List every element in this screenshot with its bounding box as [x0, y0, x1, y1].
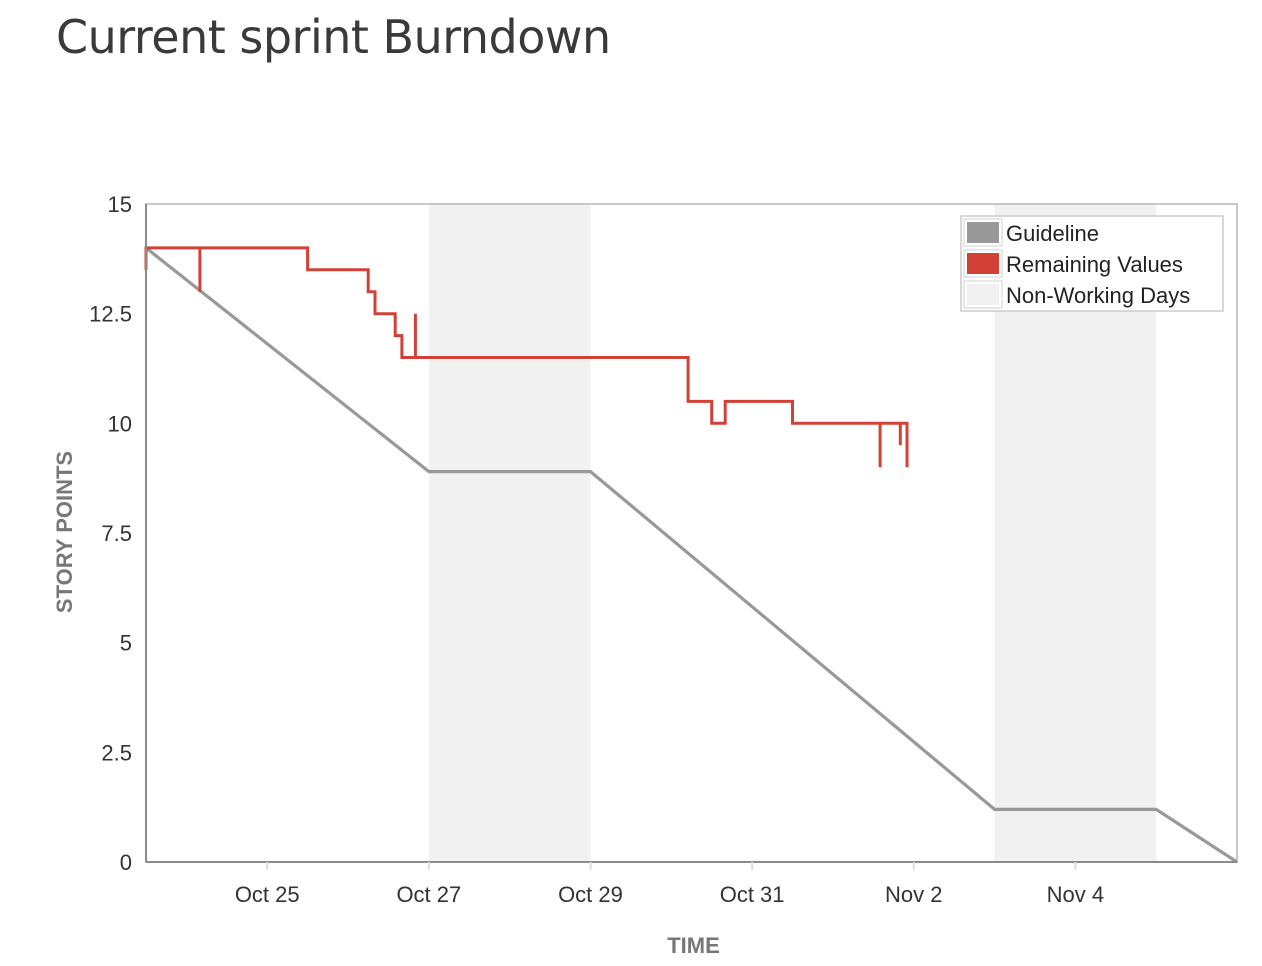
x-tick-label: Nov 2 [885, 882, 942, 907]
legend-label-guideline: Guideline [1006, 221, 1099, 246]
x-tick-label: Oct 27 [396, 882, 461, 907]
non-working-days-layer [428, 204, 1157, 862]
y-tick-label: 5 [120, 631, 132, 656]
y-tick-label: 7.5 [101, 521, 132, 546]
legend: Guideline Remaining Values Non-Working Day… [960, 215, 1224, 312]
legend-swatch-remaining-values [967, 253, 999, 274]
series-layer [144, 246, 1238, 864]
non-working-days-band-2 [994, 204, 1157, 862]
x-tick-label: Oct 31 [720, 882, 785, 907]
x-axis-title: TIME [667, 933, 720, 958]
guideline-series-line [145, 246, 1238, 864]
y-tick-label: 2.5 [101, 740, 132, 765]
y-tick-label: 12.5 [89, 302, 132, 327]
legend-box [960, 215, 1224, 312]
legend-swatch-guideline [967, 222, 999, 243]
page-title: Current sprint Burndown [56, 10, 611, 64]
remaining-values-series-line [144, 246, 909, 468]
y-axis-title: STORY POINTS [52, 451, 77, 613]
x-tick-label: Nov 4 [1047, 882, 1104, 907]
x-tick-label: Oct 25 [235, 882, 300, 907]
legend-label-non-working-days: Non-Working Days [1006, 283, 1190, 308]
y-tick-label: 0 [120, 850, 132, 875]
x-tick-label: Oct 29 [558, 882, 623, 907]
non-working-days-band-1 [428, 204, 591, 862]
y-tick-label: 10 [108, 411, 132, 436]
legend-label-remaining-values: Remaining Values [1006, 252, 1183, 277]
axes-layer: 0 2.5 5 7.5 10 12.5 15 Oct 25 Oct 27 Oct 29 Oct 31… [52, 192, 1237, 958]
y-tick-label: 15 [108, 192, 132, 217]
legend-swatch-non-working-days [967, 284, 999, 305]
